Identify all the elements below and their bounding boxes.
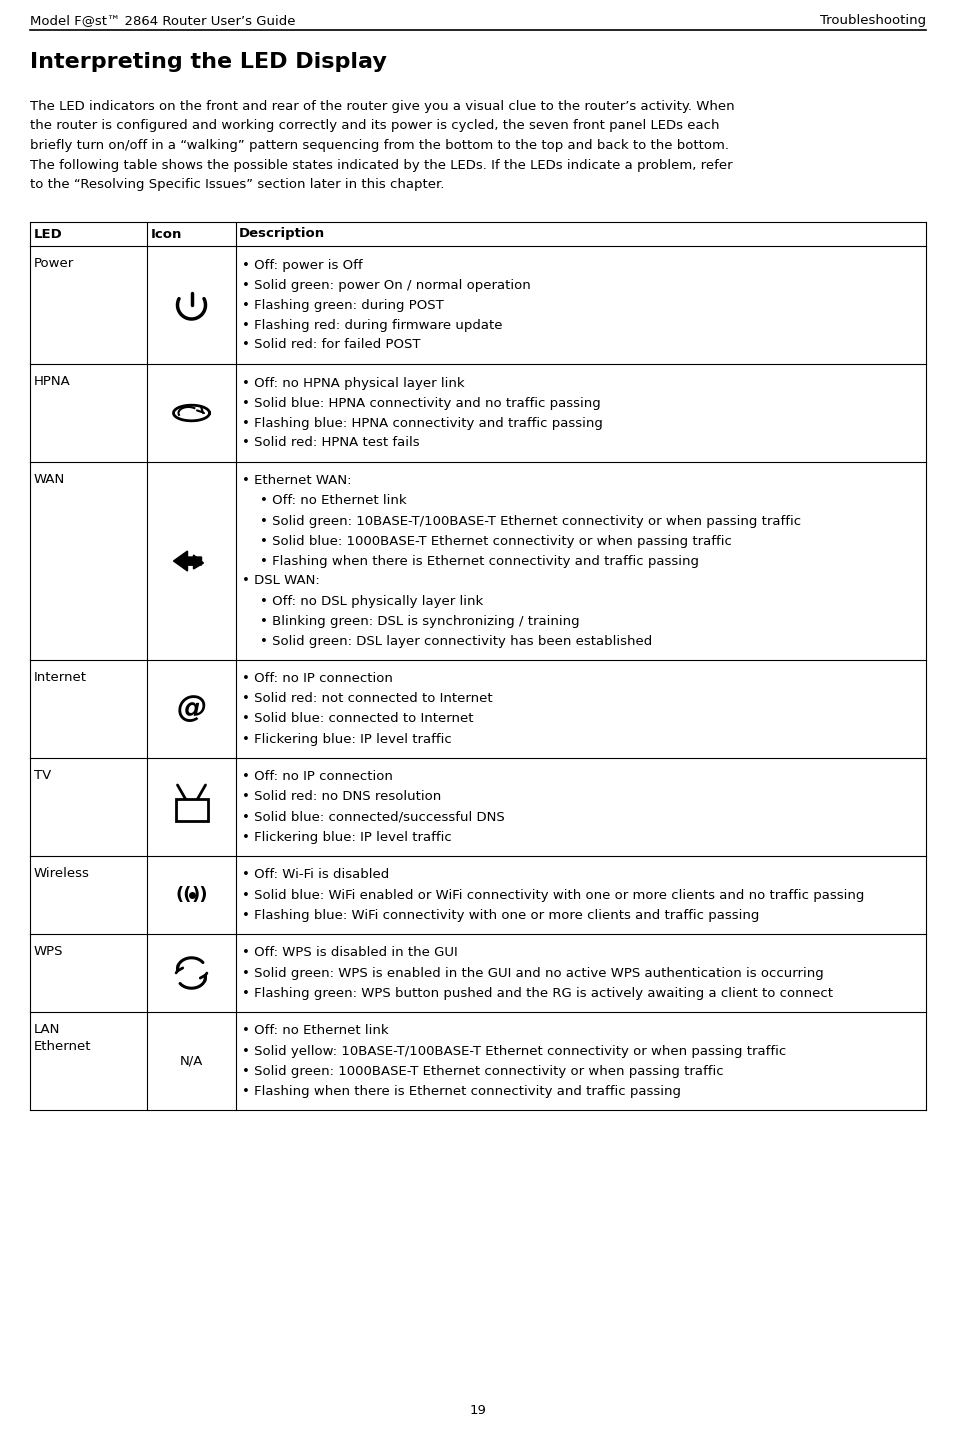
Text: @: @ bbox=[177, 695, 206, 724]
Text: Interpreting the LED Display: Interpreting the LED Display bbox=[30, 52, 387, 73]
Text: • Off: no Ethernet link: • Off: no Ethernet link bbox=[242, 1024, 389, 1037]
Text: • Solid blue: WiFi enabled or WiFi connectivity with one or more clients and no : • Solid blue: WiFi enabled or WiFi conne… bbox=[242, 888, 864, 901]
Text: • Solid green: 1000BASE-T Ethernet connectivity or when passing traffic: • Solid green: 1000BASE-T Ethernet conne… bbox=[242, 1065, 724, 1078]
Text: 19: 19 bbox=[469, 1405, 486, 1418]
Text: • Solid blue: connected/successful DNS: • Solid blue: connected/successful DNS bbox=[242, 811, 505, 824]
Text: HPNA: HPNA bbox=[34, 374, 71, 387]
Text: • DSL WAN:: • DSL WAN: bbox=[242, 575, 320, 588]
Text: • Solid green: power On / normal operation: • Solid green: power On / normal operati… bbox=[242, 279, 531, 292]
Text: • Solid blue: HPNA connectivity and no traffic passing: • Solid blue: HPNA connectivity and no t… bbox=[242, 396, 601, 409]
Text: • Solid green: WPS is enabled in the GUI and no active WPS authentication is occ: • Solid green: WPS is enabled in the GUI… bbox=[242, 966, 824, 979]
Text: to the “Resolving Specific Issues” section later in this chapter.: to the “Resolving Specific Issues” secti… bbox=[30, 178, 444, 192]
Polygon shape bbox=[185, 554, 203, 569]
Text: briefly turn on/off in a “walking” pattern sequencing from the bottom to the top: briefly turn on/off in a “walking” patte… bbox=[30, 139, 729, 152]
Text: N/A: N/A bbox=[180, 1055, 203, 1068]
Text: • Flickering blue: IP level traffic: • Flickering blue: IP level traffic bbox=[242, 733, 452, 746]
Bar bbox=[176, 800, 207, 821]
Text: • Flashing blue: HPNA connectivity and traffic passing: • Flashing blue: HPNA connectivity and t… bbox=[242, 416, 603, 429]
Text: Power: Power bbox=[34, 257, 74, 270]
Text: • Off: Wi-Fi is disabled: • Off: Wi-Fi is disabled bbox=[242, 869, 390, 882]
Text: • Solid red: no DNS resolution: • Solid red: no DNS resolution bbox=[242, 791, 441, 804]
Text: Wireless: Wireless bbox=[34, 868, 90, 879]
Text: LED: LED bbox=[34, 228, 63, 241]
Text: • Flashing green: WPS button pushed and the RG is actively awaiting a client to : • Flashing green: WPS button pushed and … bbox=[242, 987, 833, 1000]
Text: • Solid green: DSL layer connectivity has been established: • Solid green: DSL layer connectivity ha… bbox=[260, 634, 652, 647]
Text: • Off: no Ethernet link: • Off: no Ethernet link bbox=[260, 495, 407, 508]
Text: • Ethernet WAN:: • Ethernet WAN: bbox=[242, 474, 351, 488]
Text: • Off: WPS is disabled in the GUI: • Off: WPS is disabled in the GUI bbox=[242, 946, 457, 959]
Text: • Flashing red: during firmware update: • Flashing red: during firmware update bbox=[242, 319, 502, 331]
Text: )): )) bbox=[192, 887, 208, 904]
Text: • Solid yellow: 10BASE-T/100BASE-T Ethernet connectivity or when passing traffic: • Solid yellow: 10BASE-T/100BASE-T Ether… bbox=[242, 1045, 786, 1058]
Text: TV: TV bbox=[34, 769, 52, 782]
Text: Description: Description bbox=[239, 228, 325, 241]
Polygon shape bbox=[174, 551, 202, 572]
Text: LAN
Ethernet: LAN Ethernet bbox=[34, 1023, 92, 1053]
Text: • Solid green: 10BASE-T/100BASE-T Ethernet connectivity or when passing traffic: • Solid green: 10BASE-T/100BASE-T Ethern… bbox=[260, 515, 801, 528]
Text: • Flashing when there is Ethernet connectivity and traffic passing: • Flashing when there is Ethernet connec… bbox=[260, 554, 699, 567]
Text: • Flashing blue: WiFi connectivity with one or more clients and traffic passing: • Flashing blue: WiFi connectivity with … bbox=[242, 908, 759, 921]
Text: • Solid blue: connected to Internet: • Solid blue: connected to Internet bbox=[242, 712, 474, 726]
Text: The following table shows the possible states indicated by the LEDs. If the LEDs: The following table shows the possible s… bbox=[30, 158, 732, 171]
Text: The LED indicators on the front and rear of the router give you a visual clue to: The LED indicators on the front and rear… bbox=[30, 100, 734, 113]
Text: • Flickering blue: IP level traffic: • Flickering blue: IP level traffic bbox=[242, 830, 452, 843]
Text: • Solid red: HPNA test fails: • Solid red: HPNA test fails bbox=[242, 437, 419, 450]
Text: • Off: no HPNA physical layer link: • Off: no HPNA physical layer link bbox=[242, 376, 465, 389]
Text: • Flashing green: during POST: • Flashing green: during POST bbox=[242, 299, 444, 312]
Text: • Off: no IP connection: • Off: no IP connection bbox=[242, 672, 393, 685]
Text: Icon: Icon bbox=[151, 228, 182, 241]
Text: • Flashing when there is Ethernet connectivity and traffic passing: • Flashing when there is Ethernet connec… bbox=[242, 1084, 681, 1097]
Text: Troubleshooting: Troubleshooting bbox=[820, 15, 926, 28]
Text: • Solid red: for failed POST: • Solid red: for failed POST bbox=[242, 338, 420, 351]
Text: ((: (( bbox=[175, 887, 192, 904]
Text: Internet: Internet bbox=[34, 670, 87, 683]
Text: • Solid red: not connected to Internet: • Solid red: not connected to Internet bbox=[242, 692, 493, 705]
Text: the router is configured and working correctly and its power is cycled, the seve: the router is configured and working cor… bbox=[30, 119, 719, 132]
Text: • Solid blue: 1000BASE-T Ethernet connectivity or when passing traffic: • Solid blue: 1000BASE-T Ethernet connec… bbox=[260, 534, 732, 547]
Text: • Off: power is Off: • Off: power is Off bbox=[242, 258, 363, 271]
Text: WPS: WPS bbox=[34, 945, 63, 958]
Text: • Blinking green: DSL is synchronizing / training: • Blinking green: DSL is synchronizing /… bbox=[260, 615, 580, 627]
Text: • Off: no IP connection: • Off: no IP connection bbox=[242, 770, 393, 784]
Text: Model F@st™ 2864 Router User’s Guide: Model F@st™ 2864 Router User’s Guide bbox=[30, 15, 295, 28]
Text: • Off: no DSL physically layer link: • Off: no DSL physically layer link bbox=[260, 595, 483, 608]
Text: WAN: WAN bbox=[34, 473, 65, 486]
